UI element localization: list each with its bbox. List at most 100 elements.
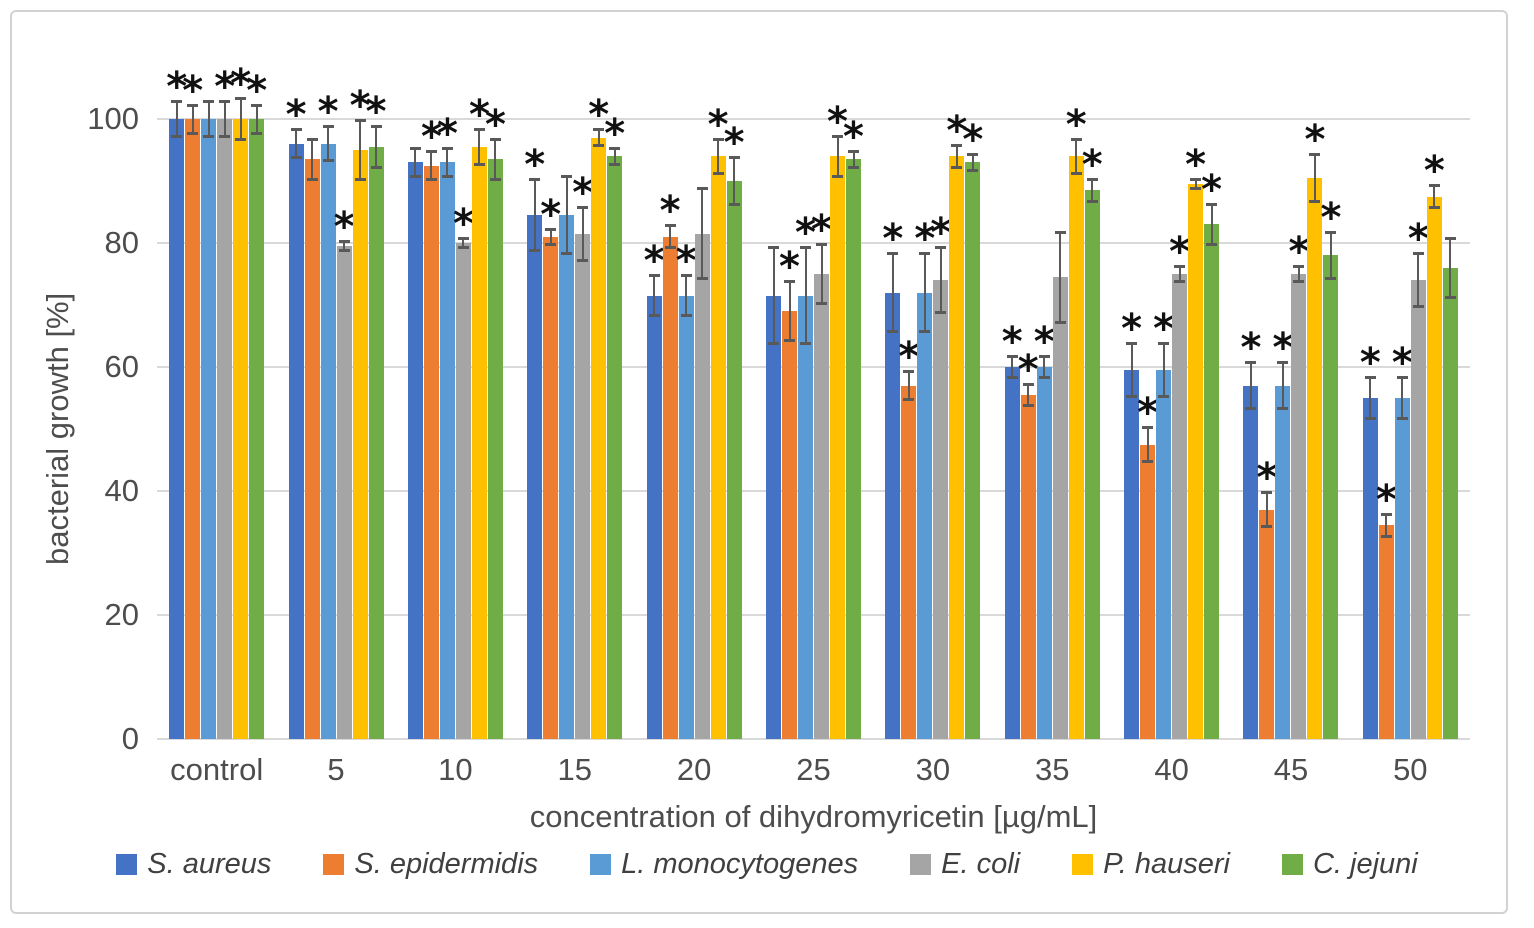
error-bar-cap-bottom <box>409 174 421 178</box>
error-bar-cap-top <box>1293 264 1305 268</box>
legend-label: E. coli <box>941 848 1021 880</box>
significance-asterisk: * <box>962 117 984 164</box>
legend-label: P. hauseri <box>1103 848 1230 880</box>
bar-p-hauseri-50 <box>1426 196 1442 739</box>
significance-asterisk: * <box>230 61 252 108</box>
y-tick-label: 0 <box>121 721 139 756</box>
bar-c-jejuni-50 <box>1442 267 1458 739</box>
error-bar <box>1210 202 1213 247</box>
gridline-y-20 <box>157 614 1470 616</box>
bar-s-aureus-15 <box>527 215 543 739</box>
error-bar <box>462 236 465 250</box>
error-bar-cap-bottom <box>370 165 382 169</box>
significance-asterisk: * <box>604 110 626 157</box>
significance-asterisk: * <box>214 64 236 111</box>
error-bar-cap-bottom <box>1022 404 1034 408</box>
significance-asterisk: * <box>827 98 848 145</box>
significance-asterisk: * <box>420 114 442 160</box>
x-tick-label: 10 <box>438 752 473 787</box>
bar-l-monocytogenes-45 <box>1275 385 1291 739</box>
error-bar-cap-top <box>784 280 795 284</box>
y-axis-title: bacterial growth [%] <box>40 292 75 566</box>
error-bar-cap-bottom <box>951 165 963 169</box>
significance-asterisk: * <box>1407 216 1429 263</box>
error-bar-cap-bottom <box>1142 460 1154 464</box>
y-tick-label: 100 <box>87 101 139 136</box>
error-bar <box>820 243 823 305</box>
error-bar-cap-bottom <box>1126 395 1138 398</box>
error-bar <box>1385 512 1388 538</box>
error-bar-cap-top <box>919 252 931 256</box>
error-bar-cap-bottom <box>1380 534 1392 538</box>
bar-c-jejuni-5 <box>368 146 384 739</box>
x-axis-title: concentration of dihydromyricetin [µg/mL… <box>529 799 1098 834</box>
error-bar <box>1401 376 1404 420</box>
significance-asterisk: * <box>317 89 339 136</box>
gridline-y-40 <box>157 490 1470 492</box>
error-bar <box>788 280 791 343</box>
bar-e-coli-10 <box>455 243 471 739</box>
significance-asterisk: * <box>484 101 506 148</box>
error-bar-cap-bottom <box>529 249 541 253</box>
error-bar <box>669 224 672 250</box>
significance-asterisk: * <box>1017 346 1039 393</box>
bar-e-coli-20 <box>694 233 710 739</box>
significance-asterisk: * <box>452 200 474 247</box>
significance-asterisk: * <box>1033 318 1055 365</box>
bar-s-epidermidis-15 <box>543 236 559 739</box>
error-bar-cap-bottom <box>1277 407 1289 411</box>
x-tick-label: 15 <box>557 752 592 787</box>
bar-l-monocytogenes-50 <box>1394 398 1410 739</box>
bar-p-hauseri-45 <box>1307 177 1323 739</box>
significance-asterisk: * <box>946 107 968 154</box>
error-bar-cap-top <box>1126 342 1138 346</box>
x-tick-label: 35 <box>1034 752 1070 787</box>
error-bar-cap-bottom <box>219 134 231 138</box>
bar-s-epidermidis-5 <box>304 159 320 739</box>
error-bar-cap-bottom <box>784 339 795 343</box>
legend-swatch <box>1072 854 1094 875</box>
bar-c-jejuni-45 <box>1323 255 1339 739</box>
error-bar-cap-top <box>728 156 740 160</box>
error-bar-cap-bottom <box>712 171 724 175</box>
error-bar <box>1130 342 1133 398</box>
error-bar-cap-top <box>816 243 827 246</box>
error-bar <box>533 177 536 253</box>
bar-p-hauseri-5 <box>352 150 368 739</box>
bar-s-epidermidis-25 <box>782 311 797 739</box>
significance-asterisk: * <box>540 191 562 238</box>
significance-asterisk: * <box>1201 166 1223 213</box>
error-bar <box>1281 360 1284 411</box>
error-bar <box>1449 236 1452 299</box>
bar-c-jejuni-20 <box>726 181 742 739</box>
significance-asterisk: * <box>659 188 681 235</box>
significance-asterisk: * <box>1272 324 1294 371</box>
error-bar <box>1313 153 1316 203</box>
error-bar <box>923 252 926 333</box>
error-bar-cap-top <box>290 128 302 132</box>
error-bar-cap-bottom <box>935 311 947 315</box>
gridline-y-100 <box>157 118 1470 120</box>
error-bar-cap-top <box>1190 177 1202 181</box>
error-bar <box>1075 137 1078 175</box>
error-bar <box>549 227 552 247</box>
error-bar-cap-bottom <box>171 134 183 138</box>
error-bar-cap-top <box>832 134 843 138</box>
error-bar-cap-top <box>935 246 947 250</box>
error-bar <box>1043 354 1046 380</box>
significance-asterisk: * <box>1320 194 1342 241</box>
error-bar <box>1297 264 1300 284</box>
significance-asterisk: * <box>333 203 355 250</box>
error-bar-cap-bottom <box>1086 199 1098 203</box>
bar-s-aureus-5 <box>288 143 304 739</box>
error-bar <box>1194 177 1197 191</box>
error-bar-cap-bottom <box>306 178 318 181</box>
bar-s-aureus-20 <box>646 295 662 739</box>
bar-p-hauseri-35 <box>1068 156 1084 739</box>
bar-c-jejuni-25 <box>846 159 861 739</box>
error-bar-cap-bottom <box>203 134 215 138</box>
error-bar-cap-bottom <box>1190 187 1202 191</box>
error-bar-cap-top <box>967 153 979 157</box>
significance-asterisk: * <box>795 210 816 257</box>
bar-s-epidermidis-20 <box>662 236 678 739</box>
